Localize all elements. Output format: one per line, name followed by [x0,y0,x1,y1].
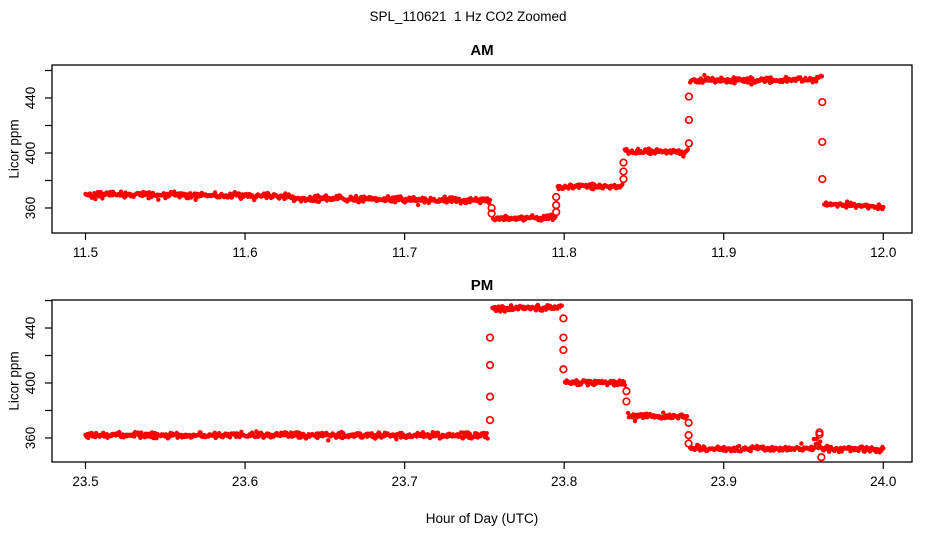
figure-title: SPL_110621 1 Hz CO2 Zoomed [369,9,567,24]
pm-panel-axes: 23.5 23.6 23.7 23.8 23.9 24.0 360 400 440 [23,299,913,489]
am-x-tick-label: 11.8 [552,245,577,260]
pm-y-tick-label: 440 [23,317,38,340]
pm-y-tick-label: 400 [23,372,38,395]
am-x-tick-label: 11.7 [392,245,417,260]
am-panel-axes: 11.5 11.6 11.7 11.8 11.9 12.0 360 400 440 [23,64,913,260]
am-panel-title: AM [470,42,494,59]
am-y-tick-label: 440 [23,87,38,110]
am-data-points [83,72,886,223]
pm-x-tick-label: 23.7 [391,474,417,489]
pm-data-points [83,302,886,455]
x-axis-label: Hour of Day (UTC) [425,511,539,526]
am-transition-circles [487,92,827,218]
pm-x-tick-label: 23.8 [551,474,577,489]
am-x-tick-label: 11.6 [232,245,257,260]
pm-y-axis-label: Licor ppm [6,351,22,411]
pm-x-tick-label: 23.9 [711,474,737,489]
pm-y-tick-label: 360 [23,427,38,450]
am-x-tick-label: 12.0 [870,245,896,260]
am-y-tick-label: 360 [23,197,38,220]
pm-x-tick-label: 24.0 [870,474,896,489]
pm-x-tick-label: 23.5 [72,474,98,489]
am-y-axis-label: Licor ppm [6,119,22,179]
pm-transition-circles [485,314,826,462]
am-x-tick-label: 11.5 [73,245,98,260]
pm-panel-title: PM [470,277,494,294]
am-x-tick-label: 11.9 [711,245,736,260]
am-y-tick-label: 400 [23,142,38,165]
pm-x-tick-label: 23.6 [232,474,258,489]
